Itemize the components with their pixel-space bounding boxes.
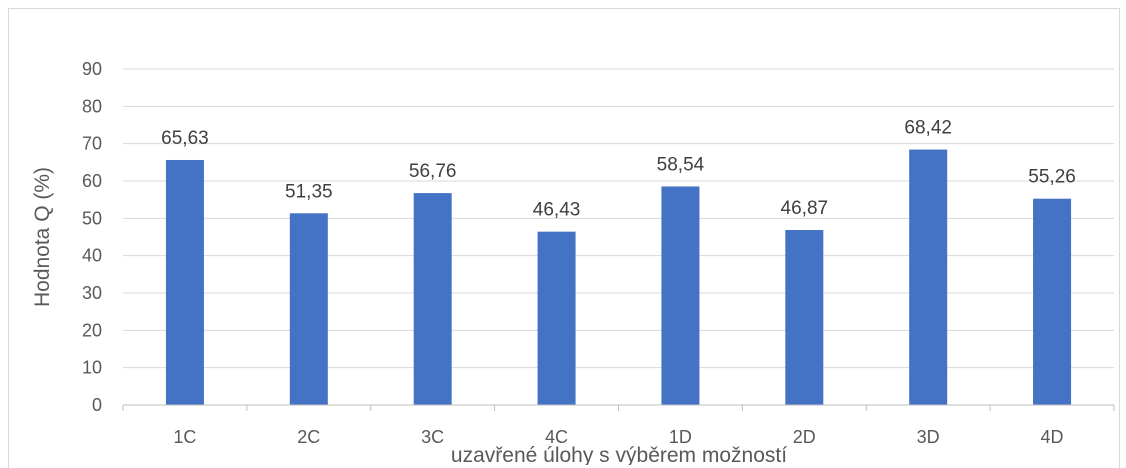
y-tick-label: 80	[82, 96, 102, 116]
x-tick-label-4C: 4C	[545, 427, 568, 447]
y-axis-ticks: 0 10 20 30 40 50 60 70 80 90	[82, 59, 102, 415]
y-tick-label: 70	[82, 134, 102, 154]
x-tick-label-1D: 1D	[669, 427, 692, 447]
y-tick-label: 60	[82, 171, 102, 191]
bar-4C	[537, 231, 576, 405]
data-label-4D: 55,26	[1028, 167, 1076, 188]
y-tick-label: 30	[82, 283, 102, 303]
x-axis-title: uzavřené úlohy s výběrem možností	[451, 444, 787, 465]
y-tick-label: 90	[82, 59, 102, 79]
data-label-3C: 56,76	[409, 161, 457, 182]
data-label-1D: 58,54	[657, 154, 705, 175]
data-label-2C: 51,35	[285, 181, 333, 202]
bars	[165, 149, 1072, 405]
y-axis-title: Hodnota Q (%)	[31, 167, 54, 307]
x-tick-label-4D: 4D	[1041, 427, 1064, 447]
data-label-2D: 46,87	[781, 198, 829, 219]
bar-3D	[909, 149, 948, 405]
x-tick-label-2D: 2D	[793, 427, 816, 447]
bar-1D	[661, 186, 700, 405]
y-tick-label: 20	[82, 320, 102, 340]
y-tick-label: 40	[82, 246, 102, 266]
data-labels: 65,63 51,35 56,76 46,43 58,54 46,87 68,42 55,26	[161, 118, 1076, 221]
gridlines	[123, 68, 1114, 369]
x-tick-label-3D: 3D	[917, 427, 940, 447]
x-tick-label-3C: 3C	[421, 427, 444, 447]
bar-2C	[289, 213, 328, 405]
bar-3C	[413, 193, 452, 405]
bar-2D	[785, 230, 824, 405]
x-tick-label-2C: 2C	[297, 427, 320, 447]
chart-frame	[8, 8, 1120, 468]
bar-4D	[1033, 198, 1072, 405]
data-label-3D: 68,42	[904, 118, 952, 139]
y-tick-label: 0	[92, 395, 102, 415]
x-axis-ticks: 1C 2C 3C 4C 1D 2D 3D 4D	[122, 405, 1115, 447]
y-tick-label: 50	[82, 208, 102, 228]
data-label-1C: 65,63	[161, 128, 209, 149]
x-tick-label-1C: 1C	[173, 427, 196, 447]
y-tick-label: 10	[82, 358, 102, 378]
data-label-4C: 46,43	[533, 200, 581, 221]
bar-1C	[165, 159, 204, 405]
